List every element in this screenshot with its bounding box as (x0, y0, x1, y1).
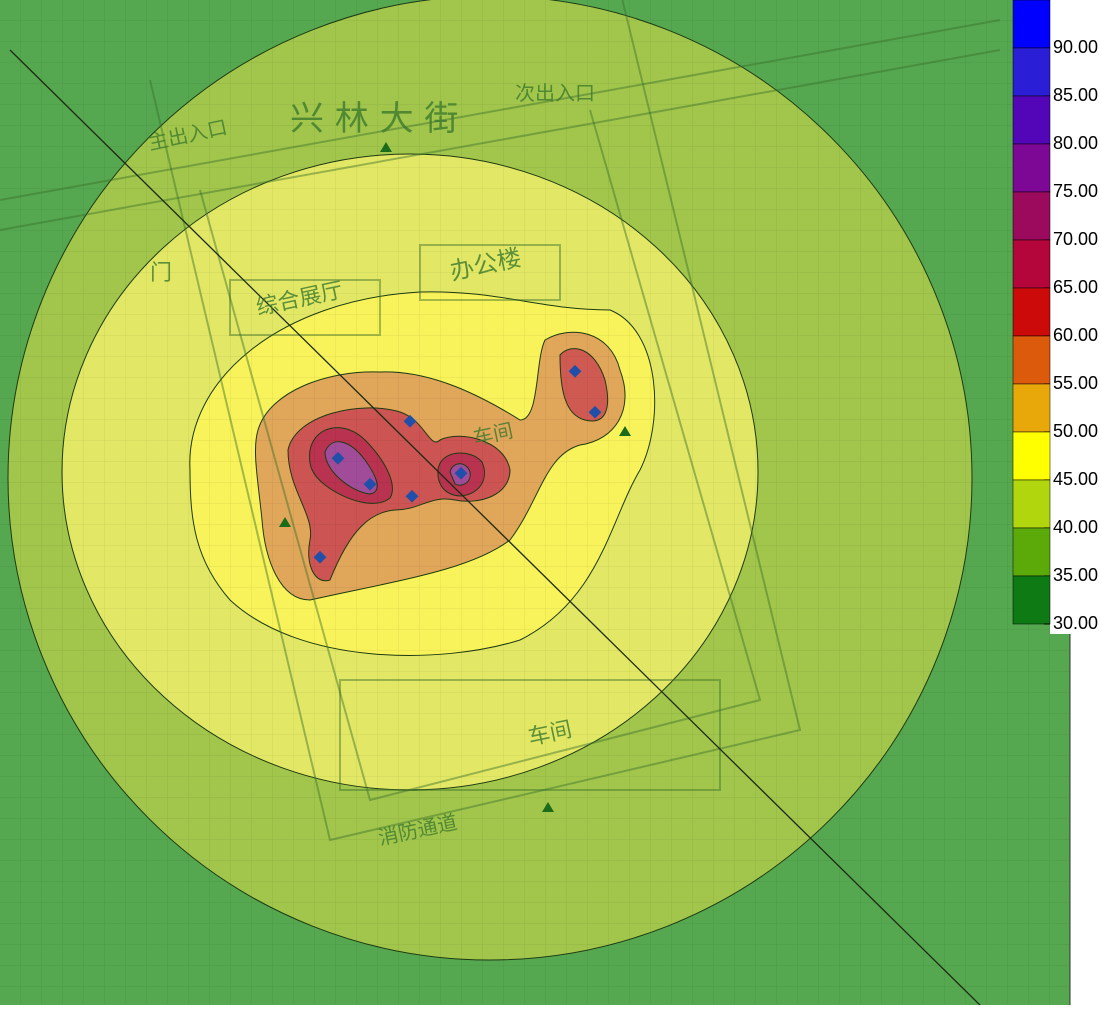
legend-label: 70.00 (1053, 229, 1098, 249)
legend-label: 80.00 (1053, 133, 1098, 153)
map: 兴 林 大 街 次出入口 主出入口 办公楼 综合展厅 车间 车间 门 消防通道 (0, 0, 1070, 1005)
gate-label: 门 (150, 261, 172, 286)
legend-swatch (1012, 0, 1051, 49)
legend-swatch (1012, 479, 1051, 529)
legend-swatch (1012, 335, 1051, 385)
legend-bg (1050, 0, 1118, 634)
legend-label: 90.00 (1053, 37, 1098, 57)
legend-label: 85.00 (1053, 85, 1098, 105)
legend-label: 40.00 (1053, 517, 1098, 537)
legend-swatch (1012, 47, 1051, 97)
legend-label: 35.00 (1053, 565, 1098, 585)
legend: 90.00 85.00 80.00 75.00 70.00 65.00 60.00 55.00… (1012, 0, 1118, 634)
legend-swatch (1012, 575, 1051, 625)
legend-label: 45.00 (1053, 469, 1098, 489)
legend-swatch (1012, 95, 1051, 145)
legend-swatch (1012, 527, 1051, 577)
legend-swatch (1012, 239, 1051, 289)
legend-swatch (1012, 383, 1051, 433)
legend-swatch (1012, 143, 1051, 193)
grid (0, 0, 1070, 1005)
legend-swatch (1012, 287, 1051, 337)
legend-swatch (1012, 431, 1051, 481)
legend-label: 60.00 (1053, 325, 1098, 345)
section-line (9, 49, 981, 1005)
legend-swatch (1012, 191, 1051, 241)
legend-label: 30.00 (1053, 613, 1098, 633)
site-plan (0, 0, 1001, 842)
entrance-label: 次出入口 (515, 81, 595, 105)
receivers (279, 142, 631, 812)
legend-label: 75.00 (1053, 181, 1098, 201)
street-label: 兴 林 大 街 (290, 99, 458, 139)
legend-label: 55.00 (1053, 373, 1098, 393)
legend-label: 65.00 (1053, 277, 1098, 297)
legend-label: 50.00 (1053, 421, 1098, 441)
